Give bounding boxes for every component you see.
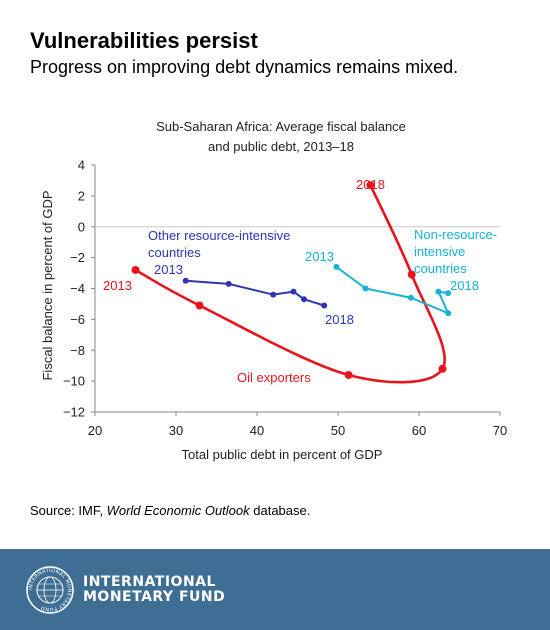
series-point-2 — [321, 302, 328, 309]
series-point-3 — [362, 285, 369, 292]
series-point-2 — [270, 291, 277, 298]
x-tick-label: 20 — [88, 423, 102, 438]
logo-line-1: INTERNATIONAL — [83, 574, 216, 590]
series-point-3 — [435, 288, 442, 295]
other-start-label: 2013 — [154, 262, 183, 277]
y-tick-label: 4 — [78, 158, 85, 173]
y-axis-label: Fiscal balance in percent of GDP — [40, 190, 55, 380]
chart: Sub-Saharan Africa: Average fiscal balan… — [40, 119, 507, 462]
source-suffix: database. — [249, 503, 311, 518]
x-tick-label: 50 — [331, 423, 345, 438]
x-tick-label: 60 — [412, 423, 426, 438]
series-line-1 — [134, 184, 446, 384]
series-point-2 — [300, 296, 307, 303]
x-axis-label: Total public debt in percent of GDP — [182, 447, 383, 462]
y-tick-label: −10 — [63, 374, 85, 389]
other-end-label: 2018 — [325, 312, 354, 327]
oil-end-label: 2018 — [356, 177, 385, 192]
y-tick-label: −8 — [70, 343, 85, 358]
chart-title-line-2: and public debt, 2013–18 — [208, 139, 354, 154]
series-point-2 — [290, 288, 297, 295]
x-tick-label: 70 — [493, 423, 507, 438]
source-italic: World Economic Outlook — [106, 503, 250, 518]
oil-start-label: 2013 — [103, 278, 132, 293]
series-point-3 — [333, 263, 340, 270]
non-series-label-line-3: countries — [414, 261, 467, 276]
source-prefix: Source: IMF, — [30, 503, 107, 518]
series-point-2 — [182, 277, 189, 284]
series-point-1 — [195, 301, 204, 310]
logo-line-2: MONETARY FUND — [83, 589, 226, 605]
series-point-2 — [225, 280, 232, 287]
source-note: Source: IMF, World Economic Outlook data… — [30, 503, 310, 518]
footer: INTERNATIONAL MONETARY FUND INTERNATIONA… — [0, 549, 550, 630]
y-tick-label: −2 — [70, 250, 85, 265]
y-tick-label: −12 — [63, 405, 85, 420]
x-tick-label: 30 — [169, 423, 183, 438]
series-point-3 — [407, 294, 414, 301]
header: Vulnerabilities persist Progress on impr… — [30, 28, 530, 79]
series-line-2 — [185, 279, 325, 307]
non-series-label-line-1: Non-resource- — [414, 227, 497, 242]
series-point-3 — [445, 310, 452, 317]
y-tick-label: −4 — [70, 281, 85, 296]
series-point-1 — [344, 370, 353, 379]
y-tick-label: 2 — [78, 188, 85, 203]
y-tick-label: −6 — [70, 312, 85, 327]
non-series-label-line-2: intensive — [414, 244, 465, 259]
oil-series-label: Oil exporters — [237, 370, 311, 385]
series-point-1 — [366, 181, 375, 190]
x-tick-label: 40 — [250, 423, 264, 438]
non-end-label: 2018 — [450, 278, 479, 293]
other-series-label-line-2: countries — [148, 245, 201, 260]
series-point-1 — [438, 364, 447, 373]
imf-logo-text: INTERNATIONAL MONETARY FUND — [83, 575, 225, 605]
chart-title-line-1: Sub-Saharan Africa: Average fiscal balan… — [156, 119, 406, 134]
other-series-label-line-1: Other resource-intensive — [148, 228, 290, 243]
series-point-3 — [445, 290, 452, 297]
page-subtitle: Progress on improving debt dynamics rema… — [30, 57, 459, 77]
series-point-1 — [407, 270, 416, 279]
series-point-1 — [131, 265, 140, 274]
non-start-label: 2013 — [305, 249, 334, 264]
page-title: Vulnerabilities persist — [30, 28, 258, 53]
y-tick-label: 0 — [78, 219, 85, 234]
imf-seal-icon: INTERNATIONAL MONETARY FUND — [26, 566, 74, 614]
